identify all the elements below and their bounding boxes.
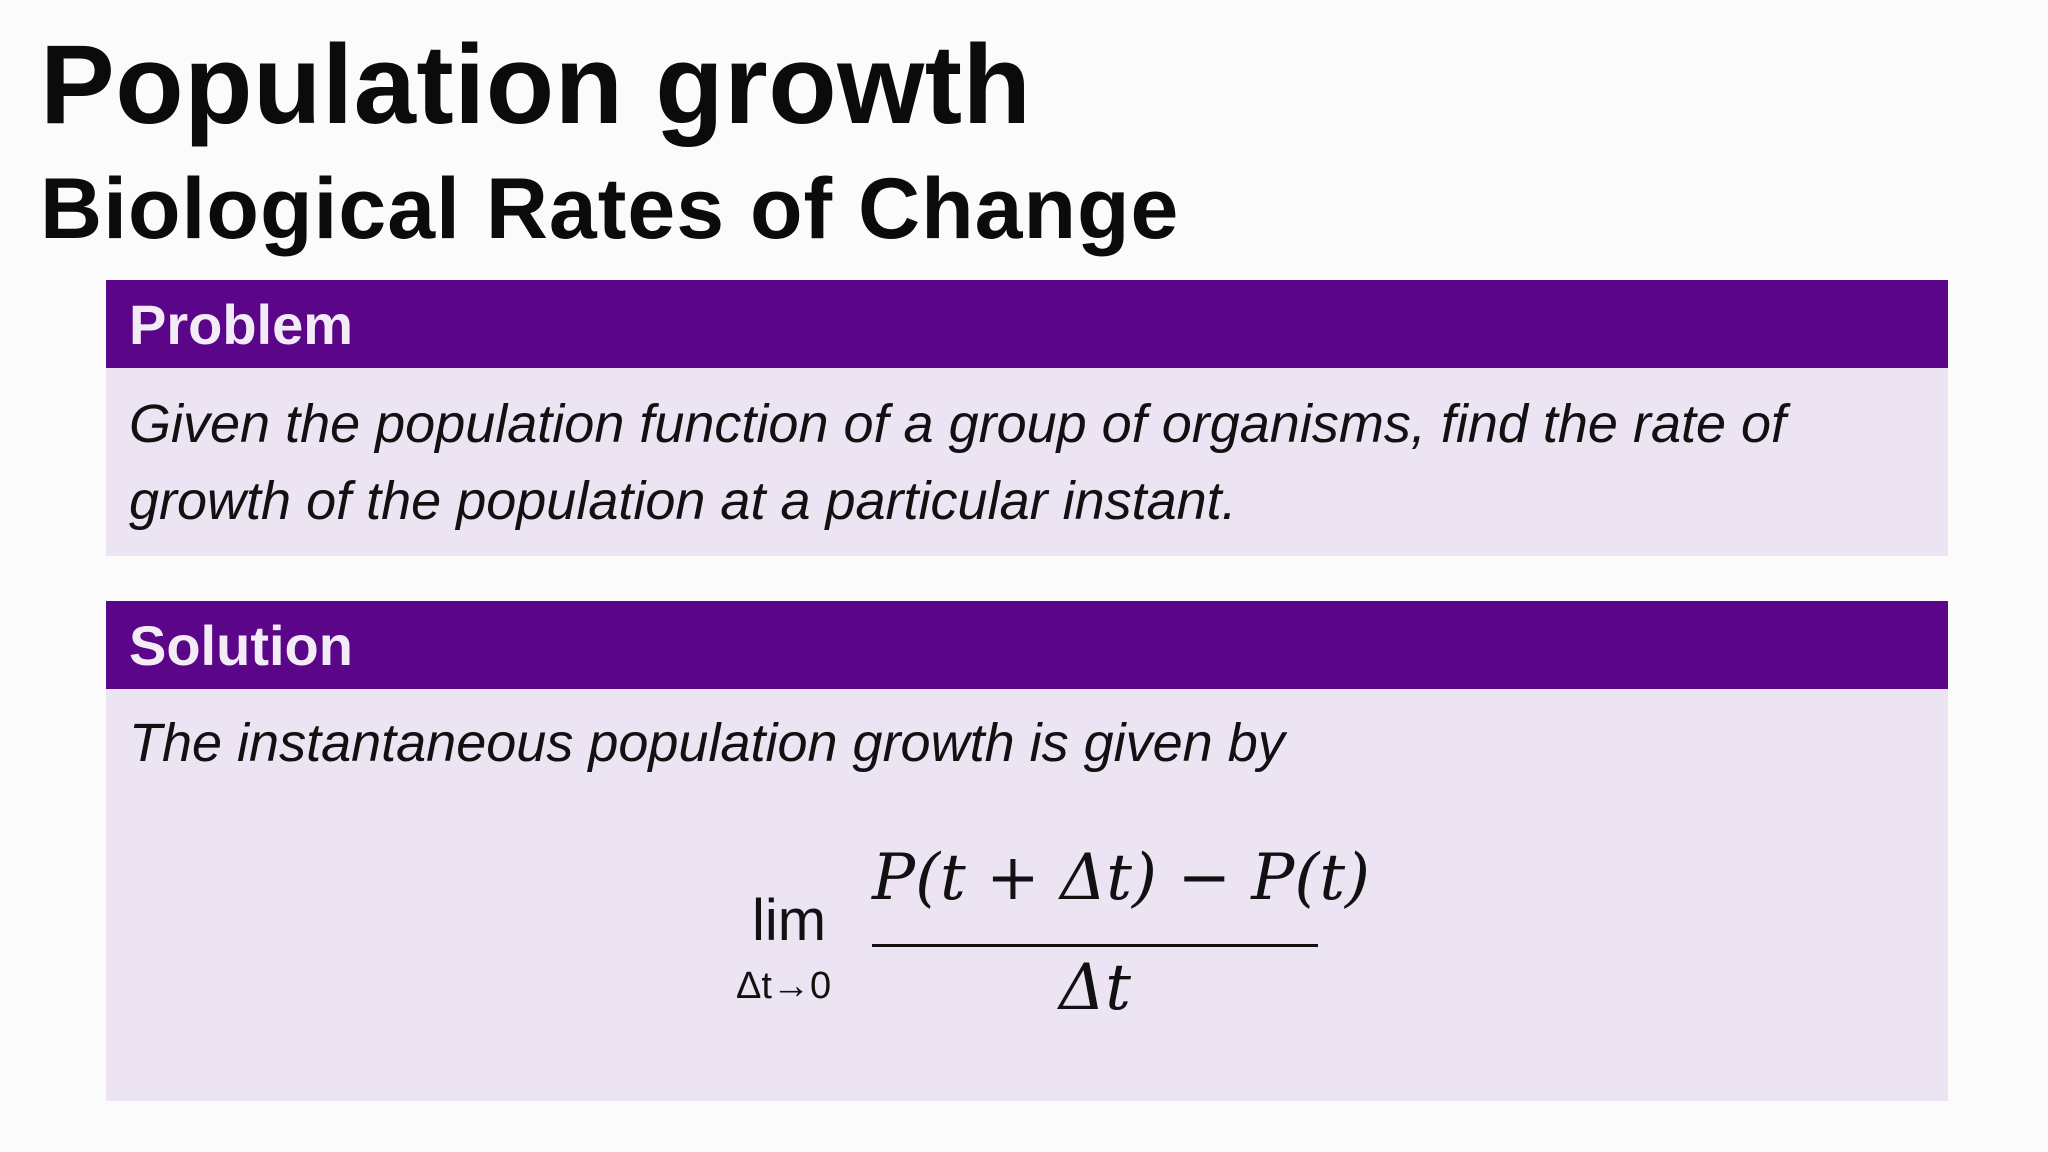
problem-heading: Problem bbox=[106, 280, 1948, 368]
slide-subtitle: Biological Rates of Change bbox=[40, 161, 1180, 257]
solution-box: Solution The instantaneous population gr… bbox=[106, 601, 1948, 1101]
limit-subscript: Δt→0 bbox=[736, 965, 832, 1007]
fraction-bar bbox=[872, 944, 1318, 947]
slide-title: Population growth bbox=[40, 22, 1032, 147]
problem-text: Given the population function of a group… bbox=[129, 394, 1787, 531]
fraction-numerator: P(t + Δt) − P(t) bbox=[872, 841, 1370, 915]
solution-body: The instantaneous population growth is g… bbox=[106, 689, 1948, 1101]
limit-operator: lim bbox=[752, 888, 827, 953]
problem-box: Problem Given the population function of… bbox=[106, 280, 1948, 556]
solution-text: The instantaneous population growth is g… bbox=[129, 713, 1285, 773]
limit-formula: lim Δt→0 P(t + Δt) − P(t) Δt bbox=[106, 689, 1948, 1101]
problem-body: Given the population function of a group… bbox=[106, 368, 1948, 556]
solution-heading: Solution bbox=[106, 601, 1948, 689]
fraction-denominator: Δt bbox=[1059, 951, 1131, 1025]
